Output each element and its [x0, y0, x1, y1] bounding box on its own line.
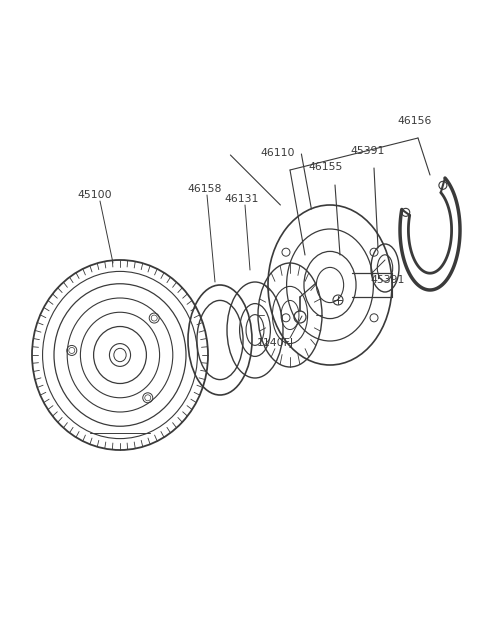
Text: 46155: 46155: [309, 162, 343, 172]
Text: 45391: 45391: [370, 275, 404, 285]
Text: 45100: 45100: [78, 190, 112, 200]
Text: 46110: 46110: [261, 148, 295, 158]
Text: 46158: 46158: [188, 184, 222, 194]
Text: 46131: 46131: [225, 194, 259, 204]
Text: 1140FJ: 1140FJ: [256, 338, 294, 348]
Text: 45391: 45391: [351, 146, 385, 156]
Text: 46156: 46156: [398, 116, 432, 126]
